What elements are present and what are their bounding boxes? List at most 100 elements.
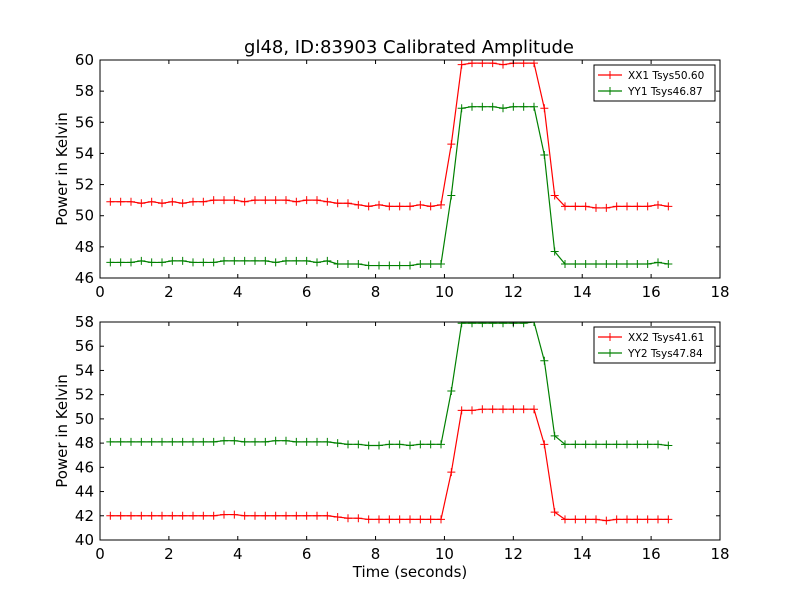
- data-point: [643, 515, 652, 524]
- data-point: [251, 196, 259, 205]
- data-point: [437, 200, 445, 209]
- data-point: [602, 440, 611, 449]
- x-tick-label: 16: [642, 283, 661, 301]
- data-point: [364, 202, 373, 211]
- data-point: [127, 437, 135, 446]
- data-point: [395, 261, 404, 270]
- data-point: [457, 60, 466, 69]
- data-point: [364, 261, 373, 270]
- data-point: [385, 202, 394, 211]
- data-point: [664, 259, 673, 268]
- data-point: [468, 322, 476, 328]
- data-point: [271, 196, 280, 205]
- data-point: [106, 511, 115, 520]
- y-tick-label: 46: [75, 458, 94, 476]
- data-point: [612, 259, 621, 268]
- y-tick-label: 52: [75, 176, 94, 194]
- data-point: [240, 197, 249, 206]
- data-point: [592, 440, 600, 449]
- data-point: [375, 515, 383, 524]
- data-point: [189, 511, 197, 520]
- data-point: [623, 440, 631, 449]
- legend: XX2 Tsys41.61 YY2 Tsys47.84: [593, 326, 716, 364]
- data-point: [633, 202, 642, 211]
- data-point: [127, 197, 135, 206]
- data-point: [509, 102, 518, 111]
- data-point: [581, 515, 590, 524]
- data-point: [313, 196, 321, 205]
- data-point: [592, 515, 600, 524]
- data-point: [230, 256, 239, 265]
- data-point: [344, 514, 352, 523]
- x-tick-label: 6: [302, 545, 312, 563]
- data-point: [147, 197, 156, 206]
- data-point: [592, 259, 600, 268]
- y-tick-label: 54: [75, 361, 94, 379]
- data-point: [313, 511, 321, 520]
- data-point: [344, 259, 352, 268]
- data-point: [457, 104, 466, 113]
- y-tick-label: 58: [75, 82, 94, 100]
- y-axis-label: Power in Kelvin: [53, 112, 71, 226]
- data-point: [447, 140, 456, 149]
- data-point: [137, 256, 146, 265]
- data-point: [251, 256, 259, 265]
- data-point: [199, 511, 208, 520]
- data-point: [664, 202, 673, 211]
- data-point: [354, 514, 363, 523]
- data-point: [581, 202, 590, 211]
- data-point: [127, 258, 135, 267]
- x-tick-label: 18: [710, 545, 729, 563]
- data-point: [333, 439, 342, 448]
- data-point: [354, 200, 363, 209]
- data-point: [654, 440, 662, 449]
- data-point: [220, 256, 228, 265]
- data-point: [654, 258, 662, 267]
- data-point: [199, 437, 208, 446]
- x-tick-label: 4: [233, 545, 243, 563]
- data-point: [499, 322, 507, 328]
- data-point: [654, 515, 662, 524]
- data-point: [623, 515, 631, 524]
- data-point: [592, 203, 600, 212]
- data-point: [478, 405, 487, 414]
- data-point: [375, 441, 383, 450]
- data-point: [488, 102, 497, 111]
- x-axis-label: Time (seconds): [352, 563, 468, 581]
- data-point: [199, 258, 208, 267]
- data-point: [530, 322, 538, 326]
- data-point: [313, 437, 321, 446]
- data-point: [488, 322, 497, 328]
- data-point: [550, 508, 559, 517]
- data-point: [302, 196, 311, 205]
- data-point: [457, 406, 466, 415]
- data-point: [220, 196, 228, 205]
- data-point: [416, 259, 425, 268]
- data-point: [437, 259, 445, 268]
- x-tick-label: 18: [710, 283, 729, 301]
- data-point: [313, 258, 321, 267]
- x-tick-label: 2: [164, 283, 174, 301]
- x-tick-label: 4: [233, 283, 243, 301]
- data-point: [116, 197, 125, 206]
- data-point: [344, 199, 352, 208]
- data-point: [302, 511, 311, 520]
- data-point: [282, 196, 290, 205]
- data-point: [220, 510, 228, 519]
- data-point: [623, 259, 631, 268]
- data-point: [282, 436, 290, 445]
- data-point: [292, 511, 301, 520]
- data-point: [519, 102, 528, 111]
- axes-frame: [99, 321, 721, 541]
- data-point: [354, 440, 363, 449]
- data-point: [168, 256, 177, 265]
- data-point: [168, 511, 177, 520]
- data-point: [602, 203, 611, 212]
- data-point: [230, 510, 239, 519]
- data-point: [158, 437, 166, 446]
- data-point: [292, 437, 301, 446]
- data-point: [106, 197, 115, 206]
- data-point: [158, 511, 166, 520]
- x-tick-label: 12: [504, 545, 523, 563]
